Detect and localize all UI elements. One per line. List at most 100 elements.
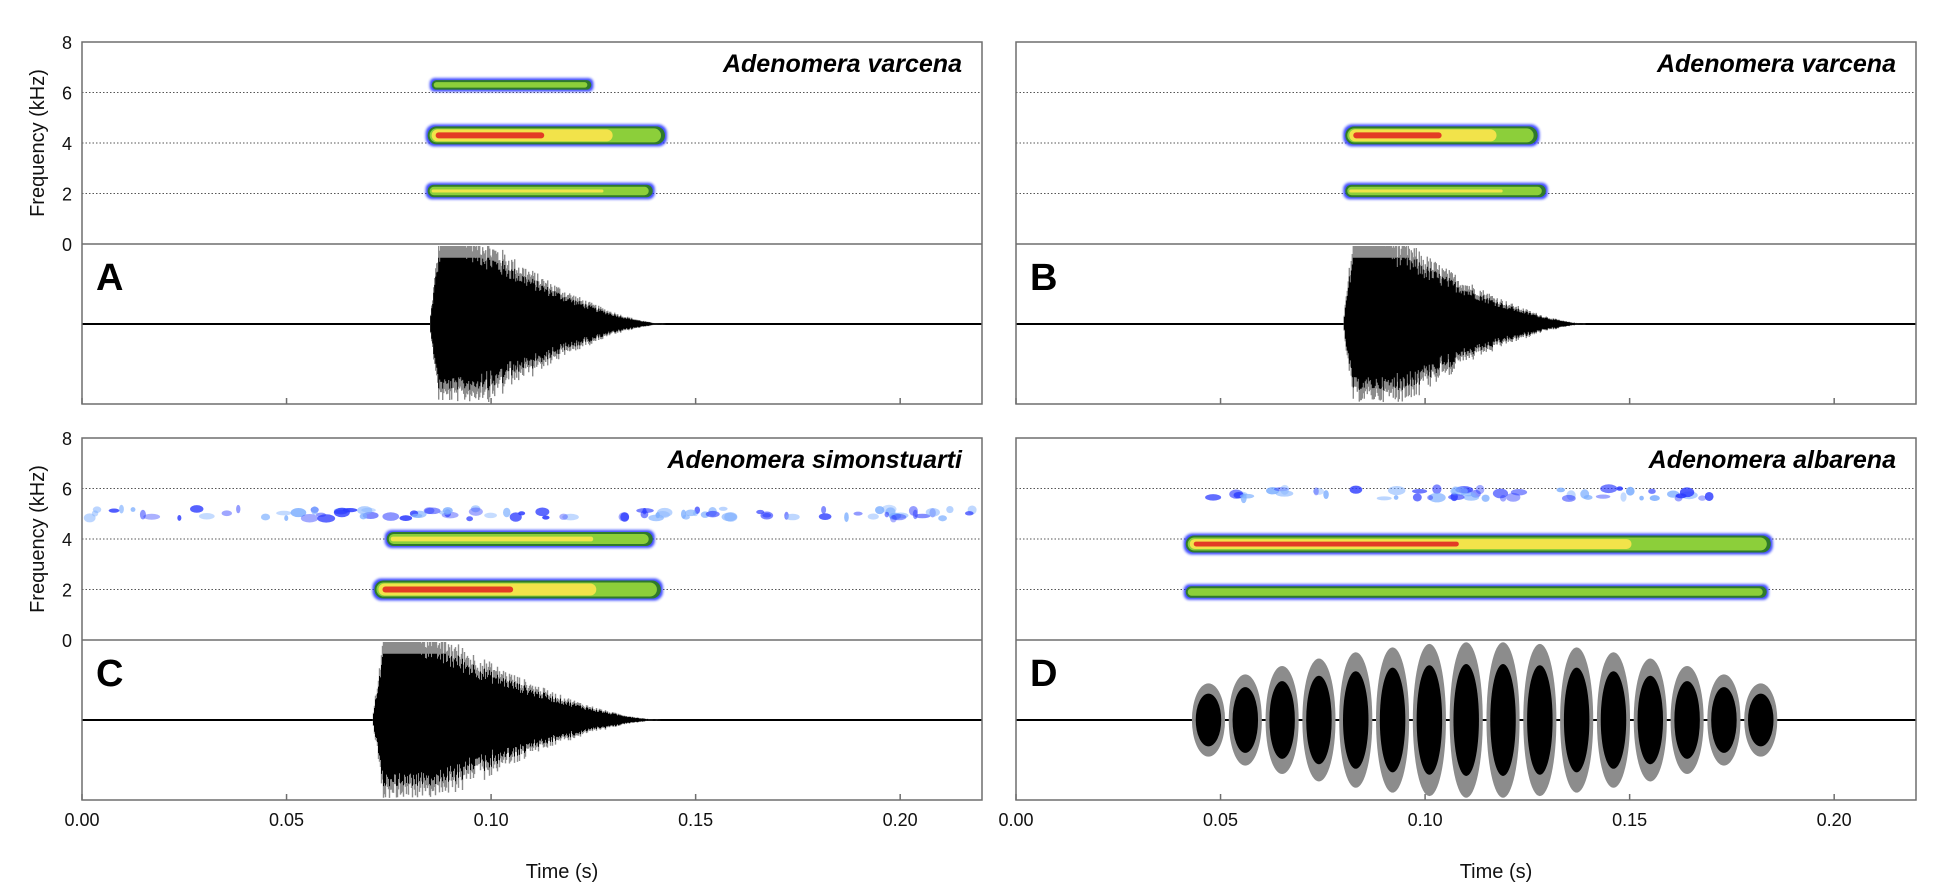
panel-a: 0 2 4 6 8 Frequency (kHz) Adenomera varcena A	[27, 33, 983, 405]
noise-blob	[411, 513, 423, 518]
noise-blob	[108, 508, 120, 513]
noise-blob	[198, 512, 215, 520]
noise-blob	[1412, 488, 1428, 494]
x-tick-label: 0.05	[1203, 810, 1238, 830]
noise-blob	[1639, 495, 1644, 501]
noise-blob	[1704, 491, 1714, 501]
noise-blob	[1229, 489, 1244, 499]
waveform-pulse	[1600, 671, 1627, 769]
y-tick-label: 0	[62, 631, 72, 651]
noise-blob	[884, 511, 890, 518]
noise-blob	[844, 512, 849, 523]
noise-blob	[509, 512, 522, 522]
noise-blob	[119, 504, 124, 514]
noise-blob	[359, 513, 368, 520]
harmonic-band	[429, 78, 594, 92]
x-tick-label: 0.20	[1817, 810, 1852, 830]
noise-blob	[1625, 486, 1635, 496]
noise-blob	[190, 505, 204, 513]
noise-blob	[177, 515, 182, 521]
x-tick-label: 0.10	[474, 810, 509, 830]
noise-blob	[1492, 488, 1509, 499]
noise-blob	[705, 510, 720, 518]
noise-blob	[1376, 496, 1392, 501]
noise-blob	[1239, 493, 1255, 499]
harmonic-band	[425, 182, 655, 200]
waveform	[1016, 246, 1916, 402]
noise-blob	[1649, 495, 1660, 502]
noise-blob	[821, 506, 827, 514]
waveform-pulse	[1711, 687, 1737, 753]
harmonic-band	[1343, 182, 1548, 200]
waveform-trace	[430, 257, 666, 391]
noise-blob	[656, 507, 673, 518]
noise-blob	[311, 506, 319, 515]
noise-blob	[1205, 494, 1222, 501]
noise-blob	[284, 515, 289, 522]
x-tick-label: 0.10	[1408, 810, 1443, 830]
noise-blob	[1620, 492, 1627, 502]
noise-blob	[559, 513, 568, 520]
noise-blob	[682, 514, 690, 520]
noise-blob	[1616, 486, 1623, 491]
harmonic-band	[425, 124, 667, 147]
noise-blob	[361, 507, 376, 513]
panel-letter: D	[1030, 653, 1057, 695]
noise-blob	[1323, 490, 1329, 500]
noise-blob	[382, 512, 400, 521]
x-tick-label: 0.20	[883, 810, 918, 830]
harmonic-band	[83, 504, 977, 523]
harmonic-band	[1343, 124, 1540, 147]
band-body	[1187, 588, 1763, 596]
band-peak	[435, 132, 545, 139]
panel-frame	[1015, 41, 1917, 405]
noise-blob	[130, 507, 136, 512]
noise-blob	[466, 516, 473, 522]
waveform-pulse	[1195, 693, 1222, 747]
noise-blob	[1313, 487, 1319, 496]
noise-blob	[357, 506, 373, 515]
noise-blob	[333, 509, 348, 515]
noise-blob	[762, 513, 772, 518]
harmonic-band	[1183, 584, 1769, 600]
waveform-pulse	[1563, 667, 1590, 773]
noise-blob	[221, 510, 233, 517]
band-core	[390, 536, 594, 542]
harmonic-band	[384, 530, 655, 548]
waveform-pulse	[1637, 675, 1664, 765]
noise-blob	[946, 505, 954, 514]
waveform-pulse	[1379, 667, 1406, 773]
y-tick-label: 8	[62, 429, 72, 449]
noise-blob	[1432, 484, 1442, 495]
noise-blob	[484, 512, 497, 519]
band-body	[433, 82, 588, 88]
band-core	[1349, 189, 1503, 193]
noise-blob	[535, 507, 550, 517]
noise-blob	[83, 513, 96, 523]
noise-blob	[562, 513, 579, 521]
waveform-trace	[1343, 257, 1586, 391]
noise-blob	[1648, 488, 1656, 494]
noise-blob	[721, 512, 737, 522]
noise-blob	[890, 514, 897, 523]
y-axis-title: Frequency (kHz)	[27, 465, 49, 613]
x-tick-label: 0.15	[678, 810, 713, 830]
harmonic-band	[1205, 484, 1714, 504]
y-tick-label: 6	[62, 480, 72, 500]
y-axis-title: Frequency (kHz)	[27, 69, 49, 217]
noise-blob	[891, 513, 907, 521]
panel-letter: B	[1030, 257, 1057, 299]
noise-blob	[290, 507, 307, 518]
waveform	[1016, 642, 1916, 798]
noise-blob	[143, 513, 161, 520]
y-tick-label: 0	[62, 235, 72, 255]
panel-letter: A	[96, 257, 123, 299]
noise-blob	[1387, 485, 1406, 496]
panel-frame	[81, 437, 983, 801]
waveform-pulse	[1232, 687, 1259, 753]
noise-blob	[875, 506, 885, 515]
waveform	[82, 246, 982, 402]
noise-blob	[236, 504, 241, 514]
y-tick-label: 4	[62, 134, 72, 154]
noise-blob	[1674, 495, 1683, 502]
